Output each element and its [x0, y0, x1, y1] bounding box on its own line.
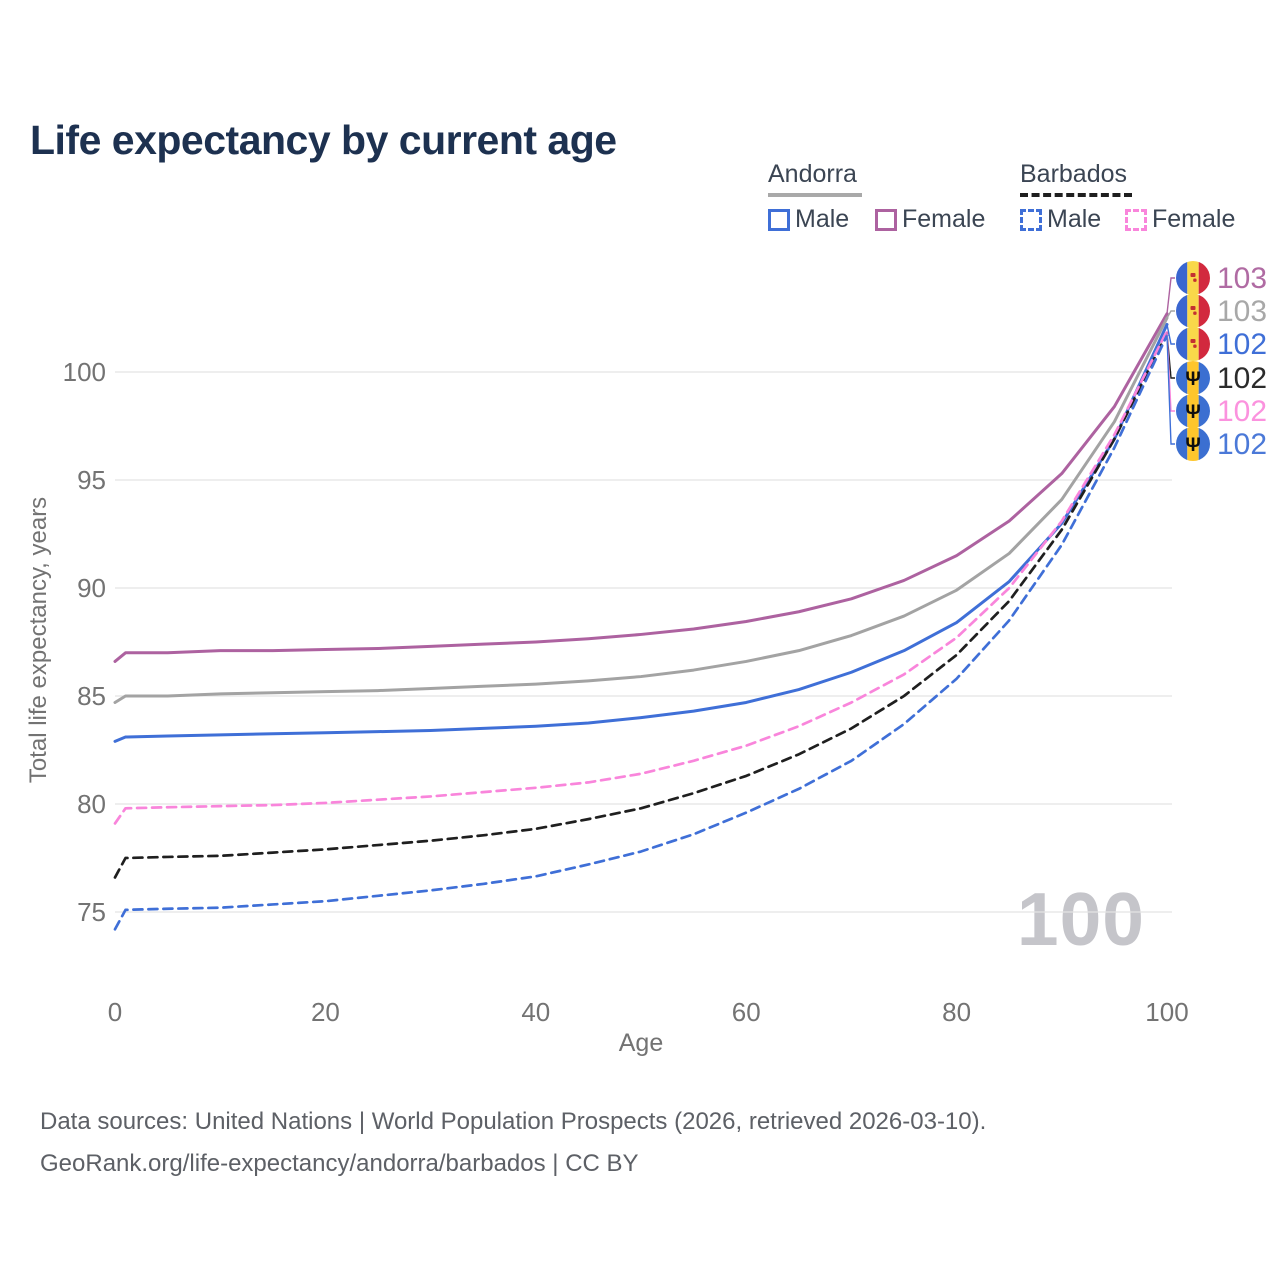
- legend-item-andorra-male[interactable]: Male: [768, 205, 849, 234]
- legend-item-barbados-female[interactable]: Female: [1125, 205, 1235, 234]
- legend-item-andorra-female[interactable]: Female: [875, 205, 985, 234]
- chart-line-barbados-female: [113, 329, 1169, 825]
- end-label-leader: [1166, 335, 1175, 445]
- legend-item-label: Female: [902, 205, 986, 233]
- chart-line-andorra-female: [113, 312, 1169, 663]
- y-tick-label: 90: [77, 573, 106, 603]
- page-title: Life expectancy by current age: [30, 117, 617, 164]
- legend-item-label: Female: [1152, 205, 1236, 233]
- chart-line-barbados-male: [113, 333, 1169, 931]
- chart-line-andorra-both-sexes: [113, 316, 1169, 704]
- barbados-flag-icon: Ψ: [1176, 361, 1210, 395]
- y-tick-label: 95: [77, 465, 106, 495]
- male-solid-swatch-icon: [768, 208, 790, 231]
- x-axis-title: Age: [619, 1029, 663, 1057]
- svg-text:Ψ: Ψ: [1185, 435, 1200, 456]
- y-tick-label: 75: [77, 897, 106, 927]
- y-axis-title: Total life expectancy, years: [25, 497, 52, 783]
- y-tick-label: 80: [77, 789, 106, 819]
- attribution-link: GeoRank.org/life-expectancy/andorra/barb…: [40, 1150, 639, 1177]
- end-value-label: 102: [1217, 428, 1267, 461]
- x-tick-label: 20: [311, 997, 340, 1027]
- end-label-leader: [1166, 277, 1175, 314]
- x-tick-label: 100: [1145, 997, 1188, 1027]
- x-tick-label: 40: [521, 997, 550, 1027]
- end-label-leader: [1166, 310, 1175, 319]
- andorra-flag-icon: [1176, 294, 1210, 328]
- x-tick-label: 80: [942, 997, 971, 1027]
- end-value-label: 102: [1217, 328, 1267, 361]
- andorra-flag-icon: [1176, 327, 1210, 361]
- svg-text:Ψ: Ψ: [1185, 402, 1200, 423]
- end-value-label: 103: [1217, 295, 1267, 328]
- data-sources-note: Data sources: United Nations | World Pop…: [40, 1108, 987, 1135]
- barbados-flag-icon: Ψ: [1176, 394, 1210, 428]
- svg-text:Ψ: Ψ: [1185, 369, 1200, 390]
- chart-line-andorra-male: [113, 322, 1169, 743]
- end-label-leader: [1166, 324, 1175, 345]
- x-tick-label: 0: [108, 997, 122, 1027]
- current-age-watermark: 100: [1016, 877, 1145, 961]
- x-tick-label: 60: [732, 997, 761, 1027]
- male-dashed-swatch-icon: [1020, 208, 1042, 231]
- legend-group-andorra[interactable]: Andorra: [768, 160, 862, 197]
- legend-group-barbados[interactable]: Barbados: [1020, 160, 1132, 197]
- female-solid-swatch-icon: [875, 208, 897, 231]
- end-value-label: 102: [1217, 395, 1267, 428]
- barbados-flag-icon: Ψ: [1176, 427, 1210, 461]
- legend-item-label: Male: [1047, 205, 1102, 233]
- legend-item-barbados-male[interactable]: Male: [1020, 205, 1101, 234]
- y-tick-label: 85: [77, 681, 106, 711]
- legend-item-label: Male: [795, 205, 850, 233]
- chart-line-barbados-both-sexes: [113, 331, 1169, 879]
- end-value-label: 103: [1217, 262, 1267, 295]
- female-dashed-swatch-icon: [1125, 208, 1147, 231]
- end-value-label: 102: [1217, 362, 1267, 395]
- y-tick-label: 100: [63, 357, 106, 387]
- andorra-flag-icon: [1176, 261, 1210, 295]
